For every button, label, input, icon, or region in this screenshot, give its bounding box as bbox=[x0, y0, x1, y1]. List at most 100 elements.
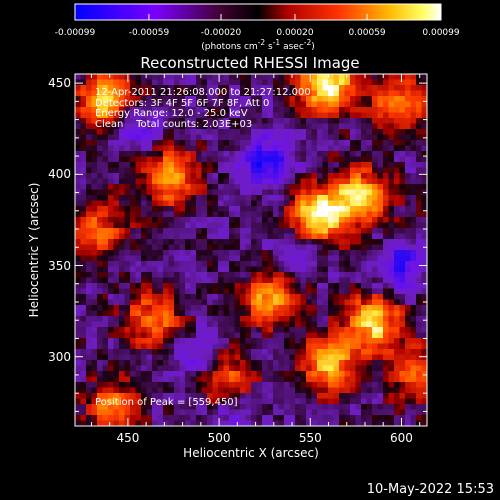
heatmap-cell bbox=[300, 250, 307, 256]
heatmap-cell bbox=[388, 211, 395, 218]
heatmap-cell bbox=[421, 404, 428, 410]
heatmap-cell bbox=[130, 360, 136, 366]
heatmap-cell bbox=[394, 112, 400, 119]
heatmap-cell bbox=[102, 382, 109, 388]
heatmap-cell bbox=[201, 228, 208, 234]
heatmap-cell bbox=[179, 189, 186, 196]
heatmap-cell bbox=[273, 178, 279, 185]
heatmap-cell bbox=[405, 272, 411, 278]
heatmap-cell bbox=[311, 387, 318, 394]
heatmap-cell bbox=[135, 184, 142, 190]
heatmap-cell bbox=[212, 272, 219, 278]
heatmap-cell bbox=[399, 217, 406, 223]
heatmap-cell bbox=[366, 85, 373, 91]
chart-title: Reconstructed RHESSI Image bbox=[140, 54, 360, 72]
heatmap-cell bbox=[108, 244, 114, 251]
heatmap-cell bbox=[80, 140, 87, 146]
heatmap-cell bbox=[267, 310, 274, 317]
heatmap-cell bbox=[421, 222, 428, 229]
heatmap-cell bbox=[306, 387, 312, 394]
heatmap-cell bbox=[256, 250, 263, 256]
heatmap-cell bbox=[366, 250, 373, 256]
heatmap-cell bbox=[372, 299, 378, 306]
heatmap-cell bbox=[295, 239, 301, 245]
heatmap-cell bbox=[91, 266, 98, 273]
heatmap-cell bbox=[311, 327, 318, 333]
heatmap-cell bbox=[295, 211, 301, 218]
heatmap-cell bbox=[355, 316, 362, 322]
heatmap-cell bbox=[383, 327, 389, 333]
heatmap-cell bbox=[157, 222, 164, 229]
heatmap-cell bbox=[262, 327, 268, 333]
heatmap-cell bbox=[245, 200, 252, 207]
heatmap-cell bbox=[97, 409, 103, 416]
heatmap-cell bbox=[80, 184, 87, 190]
heatmap-cell bbox=[223, 151, 230, 157]
heatmap-cell bbox=[289, 244, 296, 251]
heatmap-cell bbox=[179, 151, 186, 157]
heatmap-cell bbox=[361, 134, 367, 141]
heatmap-cell bbox=[207, 134, 213, 141]
heatmap-cell bbox=[377, 156, 384, 163]
heatmap-cell bbox=[102, 277, 109, 284]
heatmap-cell bbox=[218, 101, 224, 108]
heatmap-cell bbox=[284, 118, 290, 124]
heatmap-cell bbox=[278, 277, 285, 284]
heatmap-cell bbox=[300, 288, 307, 295]
heatmap-cell bbox=[399, 134, 406, 141]
heatmap-cell bbox=[410, 250, 417, 256]
heatmap-cell bbox=[383, 277, 389, 284]
heatmap-cell bbox=[300, 420, 307, 427]
heatmap-cell bbox=[361, 211, 367, 218]
heatmap-cell bbox=[91, 178, 98, 185]
heatmap-cell bbox=[196, 415, 202, 421]
heatmap-cell bbox=[174, 206, 180, 212]
heatmap-cell bbox=[366, 217, 373, 223]
heatmap-cell bbox=[174, 239, 180, 245]
heatmap-cell bbox=[383, 162, 389, 168]
heatmap-cell bbox=[256, 118, 263, 124]
heatmap-cell bbox=[196, 74, 202, 80]
heatmap-cell bbox=[201, 398, 208, 405]
heatmap-cell bbox=[163, 338, 169, 344]
heatmap-cell bbox=[394, 255, 400, 262]
heatmap-cell bbox=[212, 255, 219, 262]
heatmap-cell bbox=[350, 233, 356, 240]
heatmap-cell bbox=[124, 349, 131, 355]
heatmap-cell bbox=[212, 310, 219, 317]
heatmap-cell bbox=[91, 239, 98, 245]
heatmap-cell bbox=[289, 178, 296, 185]
heatmap-cell bbox=[102, 184, 109, 190]
heatmap-cell bbox=[97, 112, 103, 119]
heatmap-cell bbox=[372, 233, 378, 240]
heatmap-cell bbox=[366, 349, 373, 355]
heatmap-cell bbox=[141, 74, 147, 80]
heatmap-cell bbox=[179, 140, 186, 146]
heatmap-cell bbox=[251, 96, 257, 102]
heatmap-cell bbox=[311, 200, 318, 207]
heatmap-cell bbox=[300, 349, 307, 355]
heatmap-cell bbox=[273, 316, 279, 322]
heatmap-cell bbox=[234, 101, 241, 108]
heatmap-cell bbox=[108, 145, 114, 152]
heatmap-cell bbox=[185, 327, 191, 333]
heatmap-cell bbox=[185, 195, 191, 201]
heatmap-cell bbox=[146, 151, 153, 157]
heatmap-cell bbox=[394, 200, 400, 207]
heatmap-cell bbox=[317, 327, 323, 333]
heatmap-cell bbox=[124, 398, 131, 405]
heatmap-cell bbox=[284, 415, 290, 421]
heatmap-cell bbox=[212, 195, 219, 201]
heatmap-cell bbox=[267, 233, 274, 240]
heatmap-cell bbox=[355, 184, 362, 190]
heatmap-cell bbox=[306, 272, 312, 278]
heatmap-cell bbox=[306, 233, 312, 240]
heatmap-cell bbox=[328, 420, 334, 427]
heatmap-cell bbox=[130, 129, 136, 135]
heatmap-cell bbox=[251, 101, 257, 108]
heatmap-cell bbox=[163, 398, 169, 405]
heatmap-cell bbox=[328, 123, 334, 130]
heatmap-cell bbox=[223, 167, 230, 174]
heatmap-cell bbox=[267, 360, 274, 366]
heatmap-cell bbox=[410, 101, 417, 108]
